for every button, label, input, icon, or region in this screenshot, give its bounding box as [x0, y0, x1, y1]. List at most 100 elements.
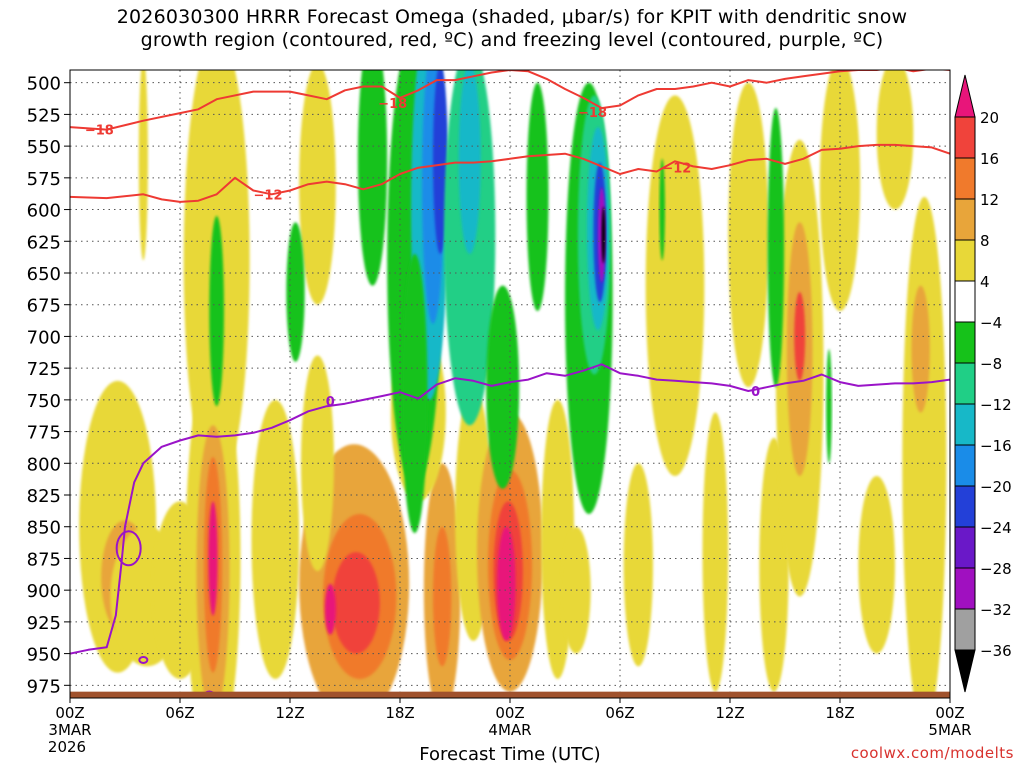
- omega-cell-40: [209, 215, 225, 407]
- y-tick-label-500: 500: [27, 74, 61, 95]
- y-tick-label-875: 875: [27, 549, 61, 570]
- y-tick-label-600: 600: [27, 201, 61, 222]
- omega-cell-28: [623, 463, 653, 667]
- omega-cell-27: [645, 95, 705, 476]
- y-tick-label-625: 625: [27, 232, 61, 253]
- y-axis: 500 525 550 575 600 625 650 675 700 725 750 775 800 8…: [27, 74, 70, 697]
- omega-cell-35: [819, 70, 861, 312]
- x-tick-date-48: 5MAR: [928, 721, 971, 739]
- x-tick-label-12: 12Z: [275, 704, 304, 722]
- omega-cell-60: [826, 349, 832, 464]
- y-tick-label-550: 550: [27, 137, 61, 158]
- omega-cell-58: [659, 158, 665, 261]
- omega-cell-10: [251, 399, 300, 679]
- colorbar-label-7: −12: [980, 396, 1012, 414]
- y-tick-label-575: 575: [27, 169, 61, 190]
- colorbar-bin-5: [954, 280, 976, 323]
- contour--12: [70, 143, 950, 203]
- omega-cell-3: [138, 70, 148, 261]
- chart-title-line2: growth region (contoured, red, ºC) and f…: [140, 29, 884, 51]
- colorbar-label-11: −28: [980, 560, 1012, 578]
- x-tick-label-36: 12Z: [715, 704, 744, 722]
- colorbar-label-6: −8: [980, 355, 1002, 373]
- omega-cell-36: [858, 475, 896, 654]
- y-tick-label-750: 750: [27, 391, 61, 412]
- y-tick-label-525: 525: [27, 105, 61, 126]
- colorbar-top-arrow: [954, 74, 976, 118]
- colorbar-label-2: 12: [980, 191, 999, 209]
- y-tick-label-775: 775: [27, 423, 61, 444]
- x-axis-label: Forecast Time (UTC): [419, 744, 601, 765]
- contours: −18 −18 −18 −12 −12 0 0: [70, 70, 950, 698]
- contour--18: [70, 70, 950, 131]
- y-tick-label-950: 950: [27, 645, 61, 666]
- freezing-loop-1: [115, 530, 142, 567]
- colorbar-bin-7: [954, 362, 976, 405]
- colorbar-bin-1: [954, 116, 976, 159]
- contour-label-0-0: 0: [326, 395, 335, 410]
- freezing-loop-2: [138, 655, 149, 664]
- credit-text: coolwx.com/modelts: [850, 744, 1014, 762]
- y-tick-label-800: 800: [27, 454, 61, 475]
- chart-title-line1: 2026030300 HRRR Forecast Omega (shaded, …: [116, 6, 908, 28]
- x-tick-label-42: 18Z: [825, 704, 854, 722]
- omega-shading: [79, 70, 947, 698]
- y-tick-label-650: 650: [27, 264, 61, 285]
- y-tick-label-900: 900: [27, 581, 61, 602]
- omega-cell-15: [324, 583, 336, 635]
- colorbar-label-1: 16: [980, 150, 999, 168]
- colorbar-bin-10: [954, 485, 976, 528]
- colorbar-label-4: 4: [980, 273, 990, 291]
- colorbar-label-9: −20: [980, 478, 1012, 496]
- x-tick-label-24: 00Z: [495, 704, 524, 722]
- x-tick-year-0: 2026: [48, 738, 86, 756]
- contour-label--12-1: −12: [662, 162, 691, 177]
- x-tick-label-6: 06Z: [165, 704, 194, 722]
- y-tick-label-700: 700: [27, 327, 61, 348]
- colorbar: 20 16 12 8 4 −4 −8 −12 −16 −20 −24 −28 −32 −36: [954, 74, 1012, 693]
- x-tick-label-18: 18Z: [385, 704, 414, 722]
- grid: [70, 70, 950, 698]
- contour-label--18-1: −18: [378, 97, 407, 112]
- x-tick-date-0: 3MAR: [48, 721, 91, 739]
- omega-cell-11: [299, 70, 336, 305]
- omega-cell-48: [458, 70, 481, 254]
- colorbar-bin-8: [954, 403, 976, 446]
- omega-cell-24: [497, 526, 516, 641]
- x-tick-label-30: 06Z: [605, 704, 634, 722]
- x-tick-date-24: 4MAR: [488, 721, 531, 739]
- contour-label-0-1: 0: [751, 385, 760, 400]
- colorbar-bottom-arrow: [954, 649, 976, 693]
- omega-cell-59: [767, 108, 785, 388]
- x-tick-label-48: 00Z: [935, 704, 964, 722]
- contour-0: [70, 363, 950, 655]
- colorbar-bin-13: [954, 608, 976, 651]
- omega-cell-30: [728, 82, 769, 388]
- omega-cell-39: [876, 70, 914, 210]
- colorbar-bin-3: [954, 198, 976, 241]
- colorbar-bin-9: [954, 444, 976, 487]
- omega-cell-51: [526, 82, 549, 312]
- omega-cell-34: [794, 292, 806, 381]
- colorbar-label-3: 8: [980, 232, 990, 250]
- colorbar-bin-2: [954, 157, 976, 200]
- y-tick-label-725: 725: [27, 359, 61, 380]
- y-tick-label-975: 975: [27, 676, 61, 697]
- ground: [70, 691, 950, 698]
- colorbar-bin-11: [954, 526, 976, 569]
- colorbar-bin-6: [954, 321, 976, 364]
- colorbar-bin-12: [954, 567, 976, 610]
- omega-cell-46: [433, 70, 448, 254]
- colorbar-label-12: −32: [980, 601, 1012, 619]
- colorbar-bin-4: [954, 239, 976, 282]
- omega-cell-50: [486, 285, 520, 489]
- colorbar-label-10: −24: [980, 519, 1012, 537]
- omega-cell-14: [332, 552, 380, 654]
- y-tick-label-850: 850: [27, 518, 61, 539]
- contour-label--18-0: −18: [85, 124, 114, 139]
- omega-cell-38: [911, 285, 930, 413]
- contour-label--12-0: −12: [254, 188, 283, 203]
- omega-cell-41: [286, 222, 305, 362]
